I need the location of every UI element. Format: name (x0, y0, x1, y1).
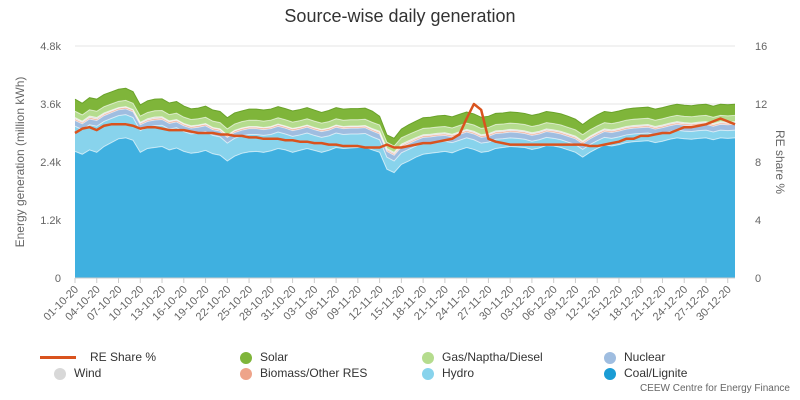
re-share-line (74, 102, 736, 149)
legend-label: Biomass/Other RES (260, 366, 368, 380)
legend-item-nuclear[interactable]: Nuclear (604, 350, 665, 365)
legend-dot-symbol (422, 351, 434, 364)
legend-dot-symbol (54, 367, 66, 380)
y2-tick-label: 16 (755, 41, 767, 53)
area-edge (74, 108, 736, 156)
area-solar (75, 88, 735, 147)
legend-label: Wind (74, 366, 102, 380)
y2-tick-label: 12 (755, 99, 767, 111)
area-wind (75, 106, 735, 154)
y2-tick-label: 8 (755, 157, 761, 169)
legend-item-coal[interactable]: Coal/Lignite (604, 366, 687, 381)
legend: RE Share % Wind Solar Biomass/Other RES … (40, 350, 760, 382)
area-coal-lignite (75, 137, 735, 278)
legend-label: Nuclear (624, 350, 666, 364)
y-tick-label: 4.8k (40, 41, 61, 53)
area-edge (74, 106, 736, 155)
y2-axis-title: RE share % (773, 130, 787, 194)
y-tick-label: 2.4k (40, 157, 61, 169)
area-edge (74, 137, 736, 174)
chart-title: Source-wise daily generation (284, 6, 516, 26)
legend-label: RE Share % (90, 350, 157, 364)
area-edge (74, 87, 736, 139)
legend-item-biomass[interactable]: Biomass/Other RES (240, 366, 367, 381)
legend-dot-symbol (422, 367, 434, 380)
legend-dot-symbol (240, 351, 252, 364)
legend-label: Hydro (442, 366, 475, 380)
source-credit: CEEW Centre for Energy Finance (639, 383, 790, 394)
legend-item-gas[interactable]: Gas/Naptha/Diesel (422, 350, 543, 365)
legend-item-re-share[interactable]: RE Share % (40, 350, 156, 365)
legend-label: Coal/Lignite (624, 366, 688, 380)
y2-tick-label: 4 (755, 215, 761, 227)
legend-label: Solar (260, 350, 289, 364)
legend-dot-symbol (604, 351, 616, 364)
legend-dot-symbol (604, 367, 616, 380)
legend-line-symbol (40, 356, 76, 359)
y-tick-label: 1.2k (40, 215, 61, 227)
legend-dot-symbol (240, 367, 252, 380)
y2-tick-label: 0 (755, 273, 761, 285)
area-edge (74, 99, 736, 147)
legend-item-wind[interactable]: Wind (54, 366, 101, 381)
legend-item-hydro[interactable]: Hydro (422, 366, 474, 381)
y-tick-label: 3.6k (40, 99, 61, 111)
area-edge (74, 106, 736, 153)
legend-item-solar[interactable]: Solar (240, 350, 288, 365)
legend-label: Gas/Naptha/Diesel (442, 350, 543, 364)
y-axis-title: Energy generation (million kWh) (13, 77, 27, 248)
y-tick-label: 0 (55, 273, 61, 285)
area-edge (74, 114, 736, 162)
